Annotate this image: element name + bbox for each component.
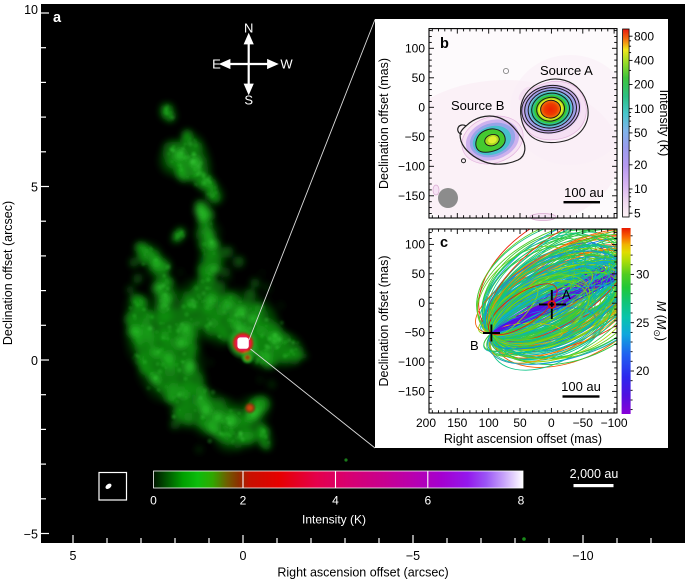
svg-text:50: 50 [634,126,648,140]
svg-text:2: 2 [240,494,247,508]
svg-text:100 au: 100 au [561,379,601,394]
svg-text:200: 200 [416,416,436,430]
svg-text:100: 100 [479,416,499,430]
svg-text:Right ascension offset (arcsec: Right ascension offset (arcsec) [277,566,448,580]
svg-text:A: A [562,287,571,302]
svg-text:−10: −10 [572,549,593,563]
svg-text:0: 0 [418,100,425,114]
svg-text:100: 100 [405,237,425,251]
svg-text:N: N [244,21,253,36]
svg-text:10: 10 [634,182,648,196]
svg-text:B: B [470,338,479,353]
svg-text:400: 400 [634,54,654,68]
svg-text:−50: −50 [573,416,594,430]
svg-text:−100: −100 [601,416,628,430]
svg-text:50: 50 [513,416,527,430]
svg-text:2,000 au: 2,000 au [570,467,619,481]
svg-text:−150: −150 [398,384,425,398]
svg-text:c: c [440,235,448,251]
svg-text:50: 50 [412,267,426,281]
svg-text:800: 800 [634,29,654,43]
svg-text:10: 10 [24,3,38,17]
svg-text:5: 5 [31,181,38,195]
svg-text:W: W [280,57,293,72]
svg-text:E: E [212,57,221,72]
svg-text:0: 0 [548,416,555,430]
svg-text:0: 0 [31,354,38,368]
svg-text:−50: −50 [405,130,426,144]
svg-text:100 au: 100 au [564,185,604,200]
svg-text:a: a [53,10,62,26]
svg-text:25: 25 [636,316,650,330]
svg-text:200: 200 [634,78,654,92]
svg-text:100: 100 [405,41,425,55]
svg-text:Right ascension offset (mas): Right ascension offset (mas) [444,432,602,446]
svg-text:−5: −5 [406,549,420,563]
svg-text:Intensity (K): Intensity (K) [657,90,671,157]
svg-text:100: 100 [634,102,654,116]
svg-text:−100: −100 [398,355,425,369]
svg-text:−150: −150 [398,189,425,203]
svg-text:30: 30 [636,268,650,282]
svg-text:Declination offset (mas): Declination offset (mas) [377,255,391,386]
svg-text:150: 150 [447,416,467,430]
svg-text:8: 8 [518,494,525,508]
svg-text:−100: −100 [398,159,425,173]
svg-text:4: 4 [332,494,339,508]
svg-text:20: 20 [634,158,648,172]
svg-text:6: 6 [424,494,431,508]
svg-text:Declination offset (arcsec): Declination offset (arcsec) [1,201,15,345]
svg-text:S: S [244,93,253,108]
svg-text:Intensity (K): Intensity (K) [302,513,366,527]
svg-text:Source A: Source A [540,63,593,78]
svg-text:b: b [440,36,449,52]
svg-text:50: 50 [412,71,426,85]
svg-text:0: 0 [150,494,157,508]
svg-text:−5: −5 [24,528,38,542]
svg-text:−50: −50 [405,326,426,340]
svg-text:0: 0 [240,549,247,563]
svg-text:0: 0 [418,296,425,310]
svg-text:5: 5 [70,549,77,563]
svg-text:20: 20 [636,364,650,378]
svg-text:5: 5 [634,206,641,220]
svg-text:Declination offset (mas): Declination offset (mas) [377,58,391,189]
svg-text:Source B: Source B [451,98,504,113]
